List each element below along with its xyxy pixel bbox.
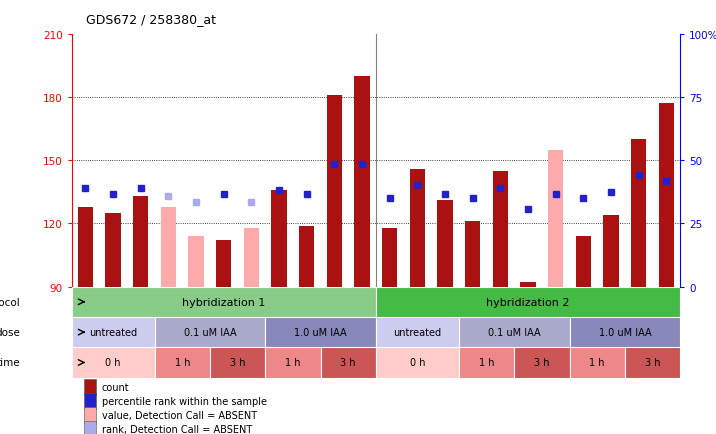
Text: untreated: untreated <box>393 327 442 337</box>
Bar <box>659 104 674 287</box>
Bar <box>376 348 459 378</box>
Text: 0.1 uM IAA: 0.1 uM IAA <box>488 327 541 337</box>
Text: 1.0 uM IAA: 1.0 uM IAA <box>599 327 651 337</box>
Bar <box>354 77 369 287</box>
Bar <box>78 207 93 287</box>
Text: value, Detection Call = ABSENT: value, Detection Call = ABSENT <box>102 410 257 420</box>
Text: protocol: protocol <box>0 297 20 307</box>
Text: GDS672 / 258380_at: GDS672 / 258380_at <box>86 13 216 26</box>
Bar <box>576 237 591 287</box>
Bar <box>569 317 680 348</box>
Text: 0 h: 0 h <box>105 358 121 368</box>
Text: hybridization 1: hybridization 1 <box>182 297 266 307</box>
Text: 3 h: 3 h <box>230 358 246 368</box>
Text: 3 h: 3 h <box>645 358 660 368</box>
Bar <box>376 287 680 317</box>
Bar <box>105 214 121 287</box>
Bar <box>376 317 459 348</box>
Text: 1 h: 1 h <box>175 358 190 368</box>
Bar <box>382 228 397 287</box>
Text: hybridization 2: hybridization 2 <box>486 297 570 307</box>
Bar <box>326 95 342 287</box>
Bar <box>210 348 265 378</box>
Bar <box>244 228 259 287</box>
Bar <box>465 222 480 287</box>
Text: 1 h: 1 h <box>479 358 494 368</box>
Text: 3 h: 3 h <box>341 358 356 368</box>
Text: dose: dose <box>0 327 20 337</box>
Bar <box>514 348 569 378</box>
Bar <box>625 348 680 378</box>
Bar <box>72 287 376 317</box>
Text: rank, Detection Call = ABSENT: rank, Detection Call = ABSENT <box>102 424 252 434</box>
Text: 3 h: 3 h <box>534 358 550 368</box>
Bar <box>548 150 563 287</box>
Bar <box>84 421 96 434</box>
Bar <box>631 140 647 287</box>
Bar <box>72 317 155 348</box>
Bar <box>265 317 376 348</box>
Bar <box>459 317 569 348</box>
Text: 0.1 uM IAA: 0.1 uM IAA <box>183 327 236 337</box>
Text: time: time <box>0 358 20 368</box>
Bar <box>133 197 148 287</box>
Bar <box>299 226 314 287</box>
Bar <box>321 348 376 378</box>
Bar <box>161 207 176 287</box>
Text: percentile rank within the sample: percentile rank within the sample <box>102 396 267 406</box>
Text: untreated: untreated <box>89 327 137 337</box>
Bar <box>410 169 425 287</box>
Text: count: count <box>102 382 130 392</box>
Bar <box>155 348 210 378</box>
Text: 0 h: 0 h <box>410 358 425 368</box>
Bar <box>604 216 619 287</box>
Bar <box>271 190 286 287</box>
Bar <box>493 171 508 287</box>
Bar <box>84 393 96 409</box>
Bar <box>216 241 231 287</box>
Bar <box>569 348 625 378</box>
Bar <box>437 201 453 287</box>
Text: 1.0 uM IAA: 1.0 uM IAA <box>294 327 347 337</box>
Bar <box>84 408 96 423</box>
Bar <box>72 348 155 378</box>
Bar <box>459 348 514 378</box>
Text: 1 h: 1 h <box>285 358 301 368</box>
Text: 1 h: 1 h <box>589 358 605 368</box>
Bar <box>188 237 203 287</box>
Bar <box>521 283 536 287</box>
Bar <box>265 348 321 378</box>
Bar <box>84 379 96 395</box>
Bar <box>155 317 265 348</box>
